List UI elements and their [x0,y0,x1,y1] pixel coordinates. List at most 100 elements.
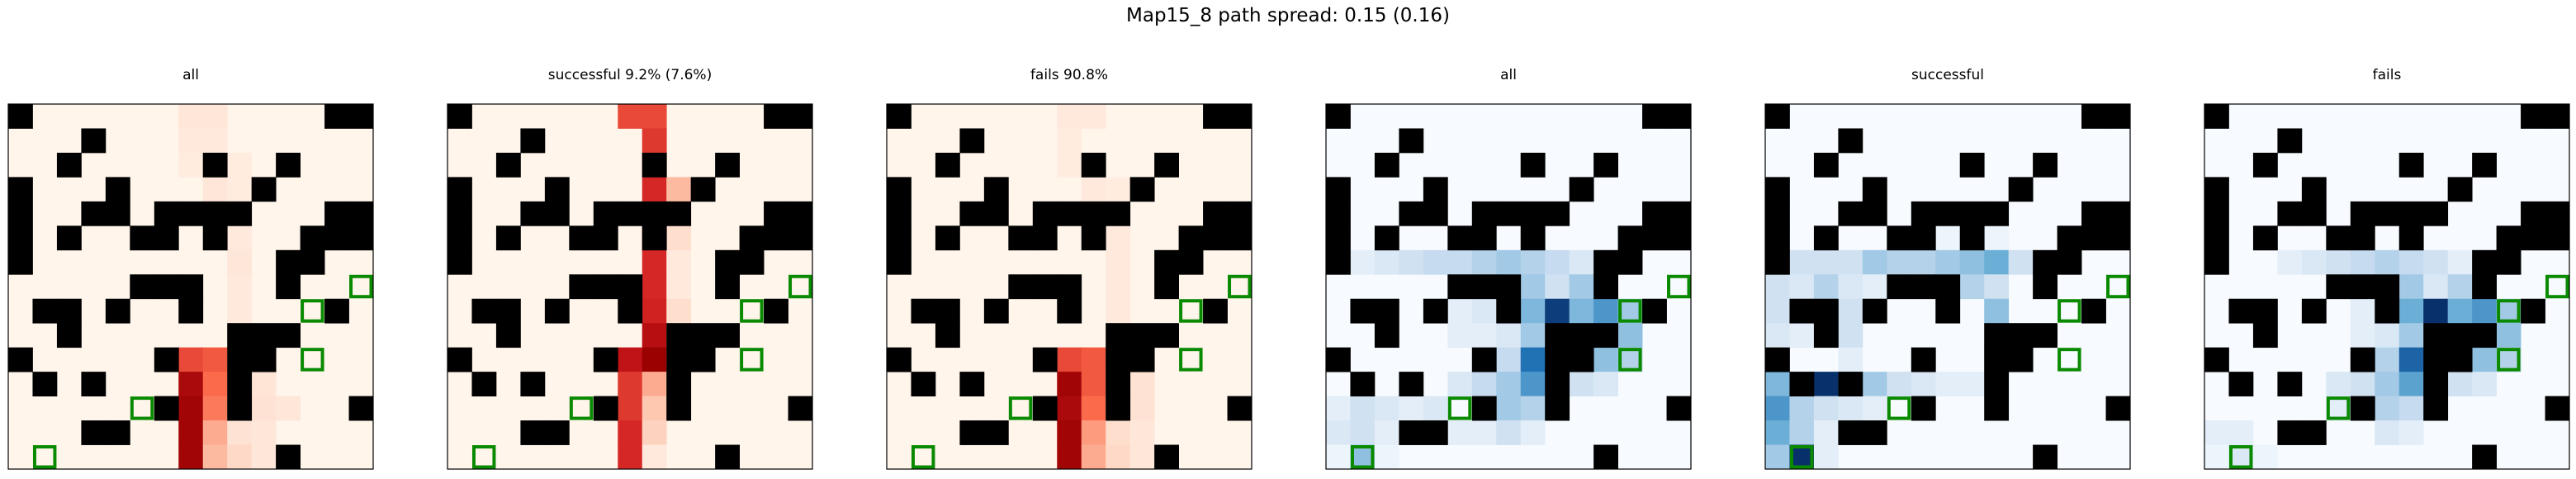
heatmap-cell [1081,347,1106,372]
obstacle-cell [1545,372,1570,396]
heatmap-cell [2398,249,2424,275]
goal-marker [2497,348,2521,372]
obstacle-cell [2350,225,2375,251]
heatmap-cell [1838,323,1863,349]
heatmap-cell [178,396,204,421]
heatmap-cell [2228,420,2254,445]
obstacle-cell [2447,323,2473,349]
heatmap-cell [1935,249,1961,275]
obstacle-cell [2350,347,2375,372]
obstacle-cell [1838,420,1863,445]
obstacle-cell [569,225,594,251]
heatmap-cell [1081,420,1106,445]
obstacle-cell [251,323,277,349]
heatmap-cell [2496,347,2522,372]
heatmap-cell [642,444,667,470]
obstacle-cell [2350,201,2375,226]
obstacle-cell [2033,249,2057,275]
obstacle-cell [202,225,228,251]
heatmap-cell [1911,249,1936,275]
heatmap-cell [1569,372,1594,396]
obstacle-cell [154,225,179,251]
obstacle-cell [1129,347,1155,372]
obstacle-cell [1862,420,1887,445]
obstacle-cell [1203,201,1228,226]
obstacle-cell [1374,225,1399,251]
heatmap-cell [1350,444,1376,470]
obstacle-cell [520,128,546,154]
obstacle-cell [276,152,301,178]
obstacle-cell [1569,323,1594,349]
obstacle-cell [1545,396,1570,421]
heatmap-cell [1106,274,1131,300]
obstacle-cell [276,444,301,470]
obstacle-cell [1471,201,1497,226]
heatmap-cell [666,177,692,202]
obstacle-cell [1032,347,1058,372]
heatmap-cell [276,396,301,421]
heatmap-cell [1935,372,1961,396]
obstacle-cell [447,177,472,202]
obstacle-cell [324,298,349,324]
goal-marker [1618,348,1642,372]
obstacle-cell [348,201,374,226]
heatmap-cell [1520,347,1546,372]
obstacle-cell [1984,372,2010,396]
obstacle-cell [8,177,33,202]
obstacle-cell [642,201,667,226]
heatmap-cell [2228,444,2254,470]
goal-marker [1228,274,1252,299]
goal-marker [301,348,324,372]
obstacle-cell [1081,152,1106,178]
obstacle-cell [2423,372,2449,396]
obstacle-cell [2252,323,2278,349]
heatmap-cell [1984,298,2010,324]
heatmap-cell [1765,372,1790,396]
heatmap-cell [2447,274,2473,300]
obstacle-cell [251,347,277,372]
heatmap-cell [202,347,228,372]
obstacle-cell [2204,104,2229,129]
obstacle-cell [1057,274,1082,300]
obstacle-cell [2252,298,2278,324]
heatmap-cell [642,396,667,421]
obstacle-cell [1642,104,1667,129]
heatmap-cell [227,249,253,275]
heatmap-cell [1447,372,1473,396]
obstacle-cell [593,274,618,300]
obstacle-cell [1081,201,1106,226]
heatmap-cell [1471,323,1497,349]
heatmap-cell [1106,177,1131,202]
obstacle-cell [130,225,155,251]
obstacle-cell [348,396,374,421]
heatmap-cell [227,298,253,324]
goal-marker [911,445,935,469]
obstacle-cell [1129,323,1155,349]
heatmap-cell [642,104,667,129]
heatmap-cell [2398,347,2424,372]
obstacle-cell [1203,104,1228,129]
heatmap-cell [2447,372,2473,396]
figure-title: Map15_8 path spread: 0.15 (0.16) [1126,5,1450,26]
heatmap-cell [1838,274,1863,300]
heatmap-cell [227,225,253,251]
heatmap-cell [1520,323,1546,349]
obstacle-cell [2521,104,2545,129]
heatmap-cell [1326,396,1351,421]
obstacle-cell [154,396,179,421]
heatmap-cell [1496,323,1522,349]
panel-title: fails [2372,67,2402,83]
heatmap-cell [1081,396,1106,421]
obstacle-cell [1471,274,1497,300]
obstacle-cell [666,372,692,396]
obstacle-cell [1227,104,1252,129]
heatmap-cell [1862,249,1887,275]
obstacle-cell [2545,396,2570,421]
heatmap-panel [1325,103,1692,470]
heatmap-cell [1423,396,1448,421]
heatmap-cell [618,347,643,372]
heatmap-cell [178,128,204,154]
obstacle-cell [593,201,618,226]
heatmap-cell [2375,249,2400,275]
obstacle-cell [2472,274,2497,300]
